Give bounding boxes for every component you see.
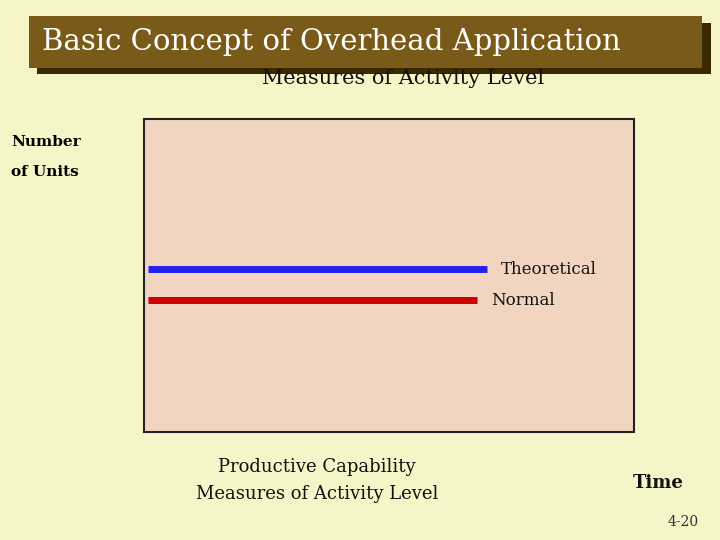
Text: Measures of Activity Level: Measures of Activity Level [196,485,438,503]
Bar [37,23,711,74]
Text: Theoretical: Theoretical [501,261,597,278]
Text: Productive Capability: Productive Capability [218,458,415,476]
Text: Basic Concept of Overhead Application: Basic Concept of Overhead Application [42,28,621,56]
Text: Measures of Activity Level: Measures of Activity Level [262,69,544,88]
Bar [29,16,702,68]
Text: Number: Number [11,135,81,149]
Text: 4-20: 4-20 [667,515,698,529]
Text: of Units: of Units [11,165,78,179]
Text: Time: Time [633,474,684,492]
Bar [144,119,634,432]
Text: Normal: Normal [491,292,555,309]
